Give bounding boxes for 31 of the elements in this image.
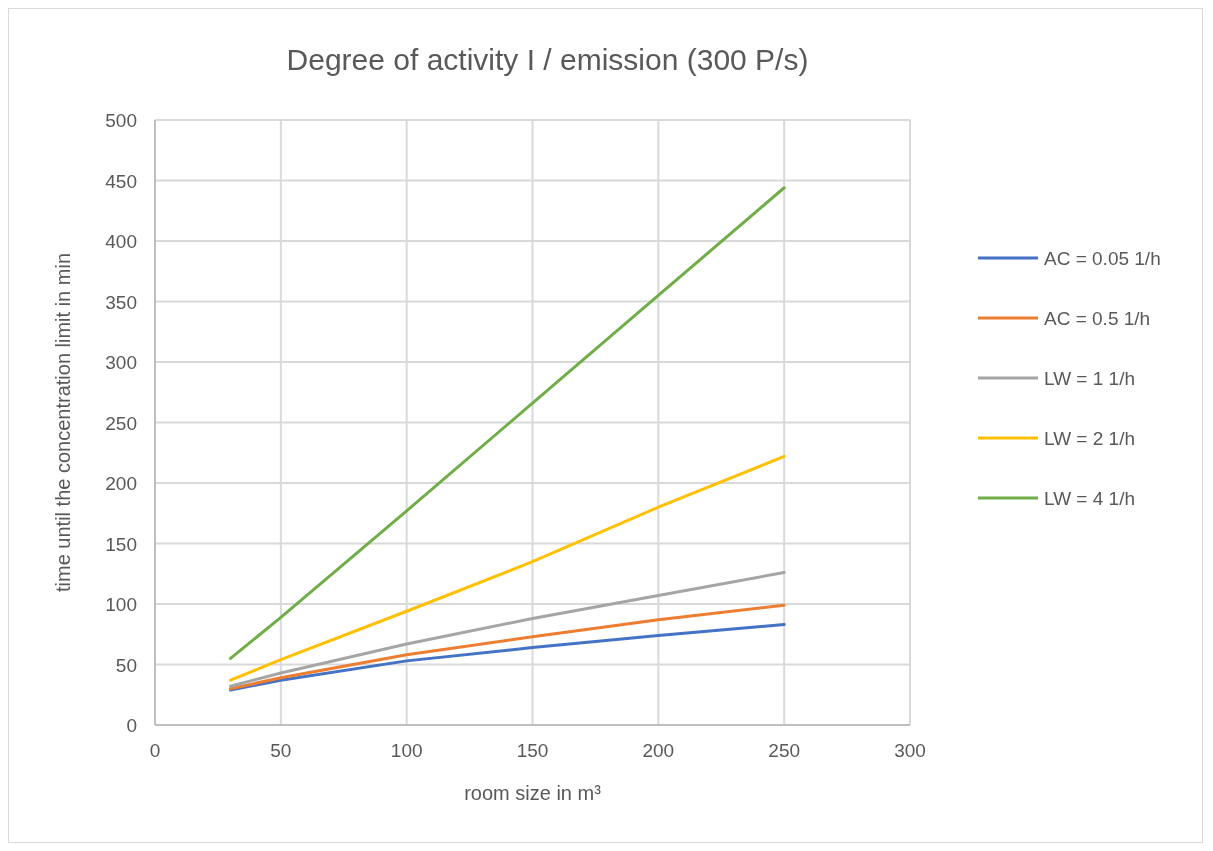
line-series [229, 603, 786, 691]
y-tick-label: 150 [105, 533, 137, 555]
legend-label: AC = 0.05 1/h [1044, 248, 1161, 269]
x-tick-label: 150 [516, 740, 549, 761]
y-tick-label: 0 [126, 715, 137, 736]
y-tick-label: 400 [105, 231, 137, 252]
line-series [229, 454, 786, 682]
y-tick-label: 500 [105, 110, 137, 131]
x-tick-label: 50 [270, 740, 292, 761]
y-tick-label: 450 [105, 170, 137, 192]
legend-label: LW = 2 1/h [1044, 428, 1136, 449]
x-tick-label: 0 [149, 740, 161, 761]
chart-title: Degree of activity I / emission (300 P/s) [286, 43, 809, 76]
line-series [229, 571, 786, 688]
y-tick-label: 250 [105, 412, 137, 434]
y-tick-label: 50 [115, 654, 137, 676]
legend-label: AC = 0.5 1/h [1044, 308, 1151, 329]
legend-label: LW = 1 1/h [1044, 368, 1136, 389]
y-tick-label: 200 [105, 473, 137, 494]
y-tick-label: 350 [105, 291, 137, 313]
x-tick-label: 250 [768, 740, 801, 761]
x-axis-title: room size in m³ [464, 782, 602, 804]
line-series [229, 186, 786, 660]
line-series [229, 623, 786, 692]
y-tick-label: 100 [105, 594, 137, 615]
legend-label: LW = 4 1/h [1044, 488, 1136, 509]
y-axis-title: time until the concentration limit in min [52, 252, 74, 593]
x-tick-label: 100 [390, 740, 423, 761]
x-tick-label: 200 [642, 740, 675, 761]
x-tick-label: 300 [894, 740, 926, 761]
y-tick-label: 300 [105, 352, 137, 373]
